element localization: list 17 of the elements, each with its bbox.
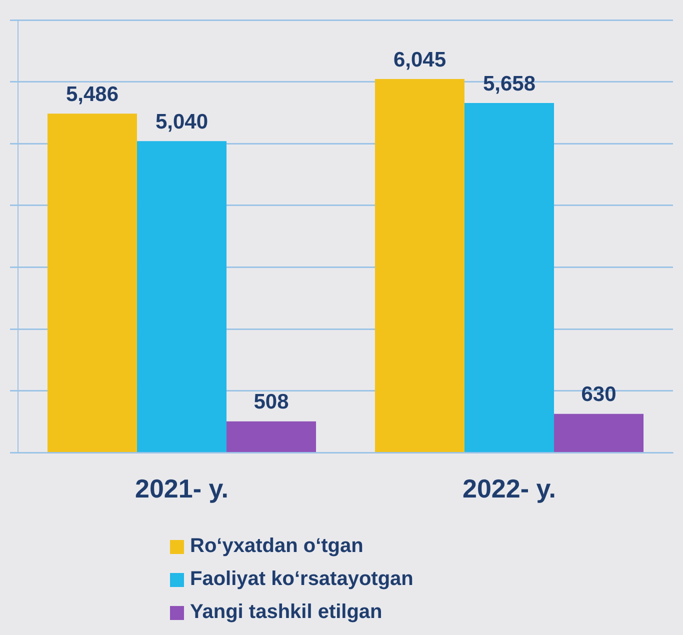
data-label: 6,045 bbox=[393, 48, 446, 72]
data-label: 508 bbox=[254, 390, 290, 414]
legend-label: Faoliyat ko‘rsatayotgan bbox=[190, 568, 414, 591]
x-tick-label: 2021- y. bbox=[135, 474, 228, 504]
legend-label: Ro‘yxatdan o‘tgan bbox=[190, 535, 364, 558]
bar bbox=[554, 414, 644, 452]
bar bbox=[136, 141, 227, 452]
bar bbox=[47, 114, 137, 452]
data-label: 5,486 bbox=[66, 82, 119, 106]
bar bbox=[374, 79, 464, 452]
bar bbox=[226, 421, 316, 452]
legend-label: Yangi tashkil etilgan bbox=[190, 601, 382, 624]
data-label: 5,040 bbox=[155, 110, 208, 134]
data-label: 5,658 bbox=[482, 72, 536, 96]
bar bbox=[464, 102, 554, 452]
data-label: 630 bbox=[581, 383, 616, 406]
x-tick-label: 2022- y. bbox=[462, 474, 556, 504]
